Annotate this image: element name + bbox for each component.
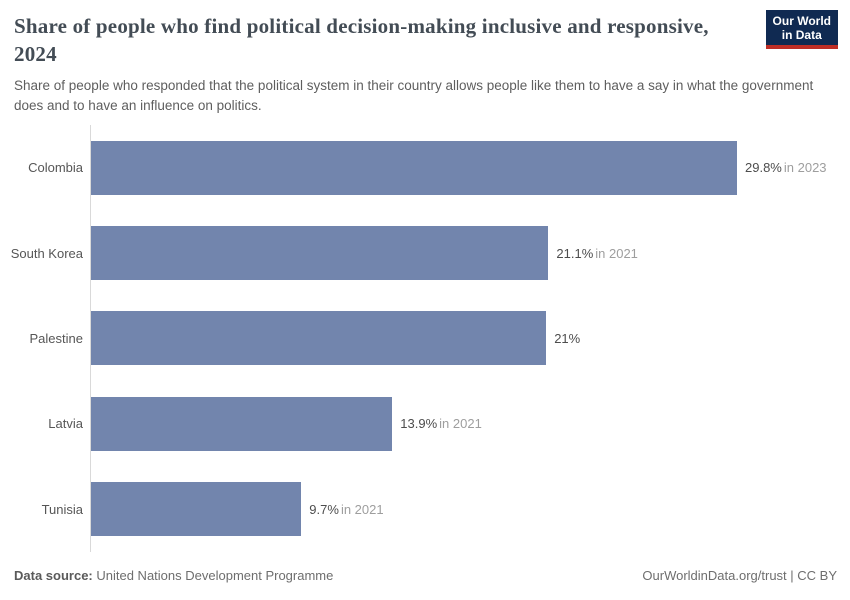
bar-value-number: 13.9%	[400, 416, 438, 432]
bar-row: Latvia 13.9% in 2021	[0, 381, 850, 466]
bar-row: Tunisia 9.7% in 2021	[0, 467, 850, 552]
bar-label: Tunisia	[41, 501, 83, 517]
bar-value-year: in 2021	[439, 416, 482, 432]
bar-label: Palestine	[29, 330, 83, 346]
bar[interactable]	[91, 396, 393, 451]
bar-label: Colombia	[28, 160, 83, 176]
credit-link[interactable]: OurWorldinData.org/trust | CC BY	[642, 568, 837, 583]
y-axis-line	[90, 125, 91, 552]
bar-label: Latvia	[48, 416, 83, 432]
bar-value-year: in 2023	[783, 160, 827, 176]
chart-footer: Data source: United Nations Development …	[14, 568, 837, 583]
bar-value-label: 21.1% in 2021	[556, 246, 638, 261]
bar-value-label: 29.8% in 2023	[745, 160, 827, 175]
bar-value-number: 21.1%	[556, 245, 594, 261]
bar[interactable]	[91, 140, 737, 195]
bar-value-number: 9.7%	[309, 501, 339, 517]
bar-value-year: in 2021	[340, 501, 384, 517]
owid-logo-line1: Our World	[772, 14, 831, 28]
owid-logo[interactable]: Our World in Data	[765, 10, 838, 49]
bar-value-year: in 2021	[595, 245, 638, 261]
owid-logo-line2: in Data	[781, 28, 822, 42]
bar-value-number: 29.8%	[745, 160, 782, 176]
data-source-label: Data source:	[14, 568, 93, 583]
bar-value-number: 21%	[554, 330, 581, 346]
bar-row: South Korea 21.1% in 2021	[0, 210, 850, 295]
data-source-value: United Nations Development Programme	[92, 568, 334, 583]
data-source: Data source: United Nations Development …	[14, 568, 333, 583]
bar-value-label: 21%	[554, 331, 580, 346]
bar-row: Colombia 29.8% in 2023	[0, 125, 850, 210]
bar-row: Palestine 21%	[0, 296, 850, 381]
chart-title: Share of people who find political decis…	[14, 14, 709, 66]
bar-value-label: 13.9% in 2021	[400, 416, 482, 431]
bar-chart: Colombia 29.8% in 2023 South Korea 21.1% in 2…	[0, 125, 850, 552]
bar-value-label: 9.7% in 2021	[309, 502, 383, 517]
bar[interactable]	[91, 482, 302, 537]
bar[interactable]	[91, 226, 549, 281]
bar[interactable]	[91, 311, 547, 366]
chart-subtitle: Share of people who responded that the p…	[14, 78, 814, 113]
bar-label: South Korea	[10, 245, 83, 261]
